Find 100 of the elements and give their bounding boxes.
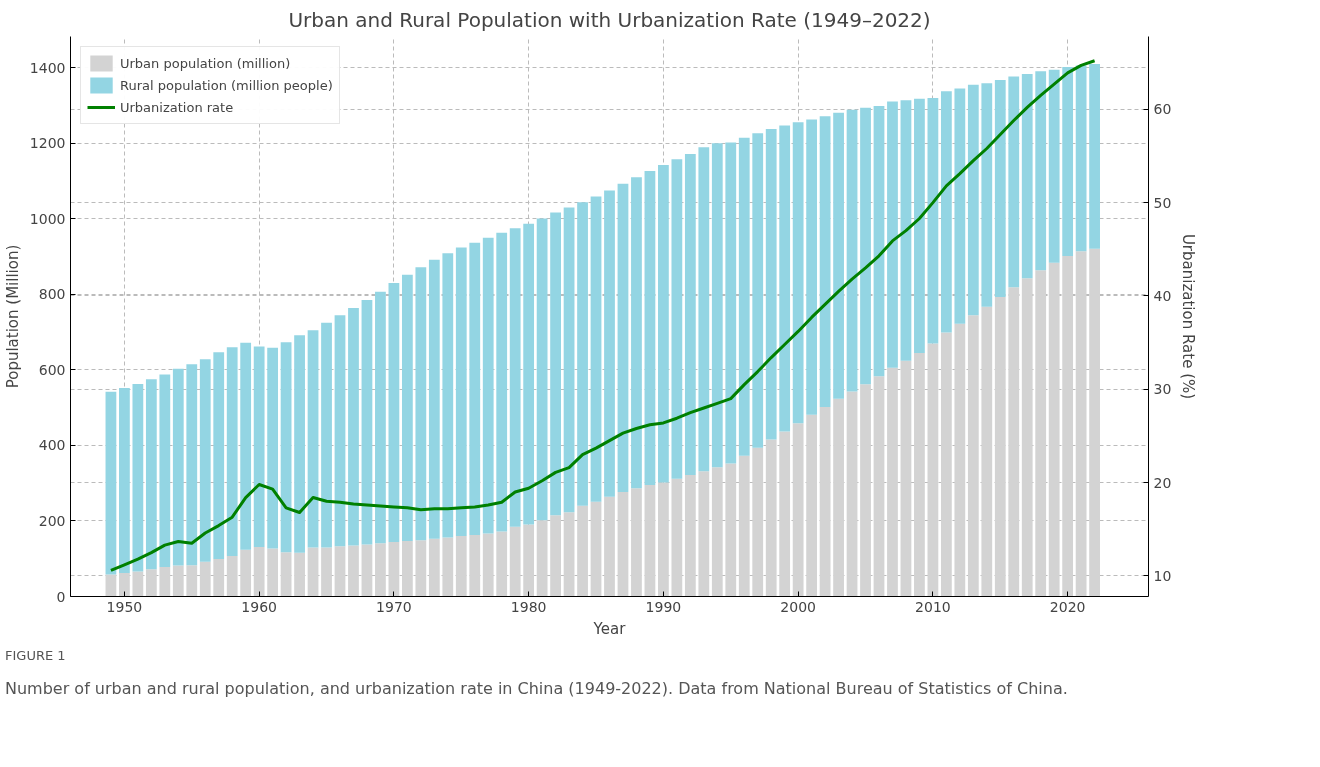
bar bbox=[873, 105, 885, 377]
bar bbox=[334, 546, 346, 597]
bar bbox=[159, 374, 171, 568]
bar bbox=[927, 343, 939, 597]
x-tick-label: 1980 bbox=[510, 598, 547, 615]
bar bbox=[994, 79, 1006, 298]
bar bbox=[927, 98, 939, 344]
bar bbox=[644, 170, 656, 486]
bar bbox=[1048, 69, 1060, 263]
y-tick-label: 200 bbox=[38, 512, 66, 529]
bar bbox=[401, 274, 413, 541]
bar bbox=[145, 379, 157, 570]
x-tick-label: 1970 bbox=[376, 598, 412, 615]
bar bbox=[671, 478, 683, 597]
bar bbox=[1062, 255, 1074, 597]
bar bbox=[253, 346, 265, 548]
bar bbox=[1008, 287, 1020, 597]
bar bbox=[563, 512, 575, 597]
x-tick-label: 2000 bbox=[780, 598, 816, 615]
bar bbox=[119, 388, 130, 574]
bar bbox=[914, 98, 925, 353]
bar bbox=[1008, 76, 1020, 288]
line-series bbox=[109, 59, 1097, 572]
bar bbox=[846, 109, 858, 392]
bar bbox=[348, 545, 359, 597]
bar bbox=[482, 533, 494, 597]
bar bbox=[280, 552, 292, 597]
bar bbox=[590, 196, 602, 502]
x-tick-label: 1960 bbox=[241, 598, 277, 615]
bar bbox=[765, 129, 777, 440]
bar bbox=[684, 474, 696, 597]
bar bbox=[253, 547, 265, 597]
bar bbox=[428, 538, 440, 597]
bar bbox=[415, 267, 427, 541]
bar bbox=[172, 565, 184, 597]
bar bbox=[900, 100, 912, 361]
text: Number of urban and rural population, and urbanization rate in China (1949-2022). Data from National Bureau of Statistics of China. bbox=[5, 677, 1068, 700]
bar bbox=[752, 447, 764, 597]
legend-label: Rural population (million people) bbox=[120, 77, 333, 93]
y-tick-label: 0 bbox=[56, 588, 66, 605]
bar bbox=[119, 573, 130, 597]
bar bbox=[954, 88, 966, 324]
bar bbox=[361, 544, 373, 597]
bar bbox=[442, 537, 454, 597]
bar bbox=[887, 101, 898, 368]
bar bbox=[482, 237, 494, 534]
x-tick-label: 1990 bbox=[645, 598, 682, 615]
bar bbox=[348, 308, 359, 546]
bar bbox=[509, 228, 521, 527]
bar bbox=[455, 247, 467, 537]
bar bbox=[536, 218, 548, 521]
bar bbox=[186, 364, 198, 566]
bar bbox=[1035, 270, 1047, 597]
bar bbox=[967, 84, 979, 316]
bar bbox=[294, 335, 305, 553]
bar bbox=[375, 543, 386, 597]
y-tick-label: 400 bbox=[38, 437, 66, 454]
bar bbox=[698, 471, 710, 597]
bar bbox=[523, 223, 535, 525]
bar bbox=[779, 125, 791, 432]
bar bbox=[523, 524, 535, 597]
bar bbox=[401, 540, 413, 597]
y2-axis-title: Urbanization Rate (%) bbox=[1179, 233, 1198, 400]
bar bbox=[631, 177, 642, 489]
bar bbox=[725, 142, 737, 464]
bar bbox=[590, 501, 602, 597]
x-tick-label: 2010 bbox=[915, 598, 951, 615]
bar bbox=[388, 542, 400, 597]
bar bbox=[550, 212, 561, 516]
bar bbox=[199, 561, 211, 597]
y-tick-label: 1400 bbox=[29, 59, 66, 76]
bar bbox=[900, 360, 912, 597]
bar bbox=[577, 505, 588, 597]
bar bbox=[577, 202, 588, 506]
bar bbox=[779, 431, 791, 597]
bar bbox=[334, 315, 346, 547]
bar bbox=[132, 383, 144, 572]
bar bbox=[1035, 71, 1047, 271]
bar bbox=[199, 359, 211, 562]
bar bbox=[967, 315, 979, 597]
bar bbox=[280, 342, 292, 553]
bar bbox=[1021, 278, 1033, 597]
bar bbox=[428, 259, 440, 539]
bar bbox=[388, 283, 400, 543]
bar bbox=[684, 153, 696, 475]
bar bbox=[361, 300, 373, 545]
bar bbox=[321, 322, 332, 548]
bar bbox=[159, 567, 171, 597]
bar bbox=[213, 352, 225, 560]
bar bbox=[765, 439, 777, 597]
bar bbox=[240, 342, 252, 550]
bar bbox=[806, 119, 818, 415]
bar bbox=[940, 332, 952, 597]
bar bbox=[1021, 73, 1033, 279]
bar bbox=[1075, 65, 1087, 252]
bar bbox=[469, 242, 481, 535]
bar bbox=[172, 368, 184, 566]
bar bbox=[105, 391, 117, 575]
bar bbox=[873, 376, 885, 597]
legend-label: Urban population (million) bbox=[120, 55, 291, 71]
